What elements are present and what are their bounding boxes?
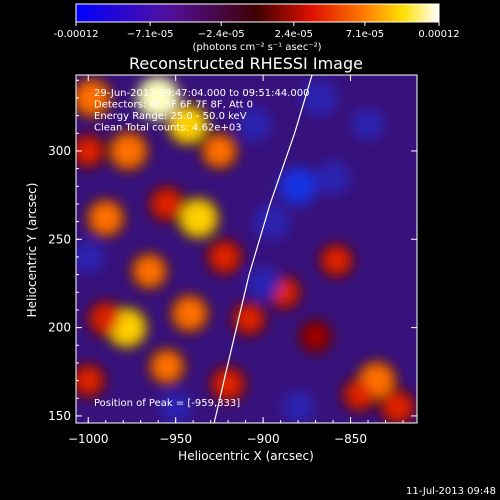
hot-spot bbox=[91, 304, 120, 333]
hot-spot bbox=[346, 381, 373, 408]
colorbar-tick-label: -0.00012 bbox=[54, 29, 99, 40]
x-tick-label: −900 bbox=[247, 432, 280, 446]
cold-spot bbox=[237, 107, 272, 142]
hot-spot bbox=[76, 367, 102, 394]
chart-title: Reconstructed RHESSI Image bbox=[129, 54, 363, 73]
colorbar-tick-label: 0.00012 bbox=[418, 29, 459, 40]
hot-spot bbox=[111, 134, 145, 168]
hot-spot bbox=[90, 202, 122, 234]
x-axis: −1000 −950 −900 −850 bbox=[68, 75, 404, 446]
hot-spot bbox=[76, 137, 102, 165]
cold-spot bbox=[316, 160, 351, 195]
colorbar-ticks: -0.00012 −7.1e-05 −2.4e-05 2.4e-05 7.1e-05 0.… bbox=[54, 22, 460, 40]
hot-spot bbox=[134, 256, 165, 286]
y-axis: 150 200 250 300 bbox=[48, 79, 417, 423]
cold-spot bbox=[159, 391, 192, 423]
hot-spot bbox=[323, 247, 350, 274]
annotation-line: 29-Jun-2013 09:47:04.000 to 09:51:44.000 bbox=[94, 88, 310, 99]
cold-spot bbox=[279, 167, 318, 206]
x-tick-label: −850 bbox=[334, 432, 367, 446]
hot-spot bbox=[303, 324, 328, 349]
y-tick-label: 250 bbox=[48, 232, 71, 246]
colorbar-unit-label: (photons cm⁻² s⁻¹ asec⁻²) bbox=[192, 42, 321, 53]
peak-position-text: Position of Peak = [-959,333] bbox=[94, 398, 240, 409]
cold-spot bbox=[76, 240, 105, 273]
y-tick-label: 300 bbox=[48, 144, 71, 158]
hot-spot bbox=[235, 305, 263, 332]
solar-limb-curve bbox=[213, 75, 313, 423]
annotation-block: 29-Jun-2013 09:47:04.000 to 09:51:44.000… bbox=[94, 88, 310, 134]
cold-spot bbox=[301, 79, 338, 116]
colorbar-tick-label: 7.1e-05 bbox=[346, 29, 384, 40]
hot-spot bbox=[170, 107, 206, 142]
x-axis-label: Heliocentric X (arcsec) bbox=[178, 449, 314, 463]
cold-spot bbox=[253, 203, 290, 240]
x-tick-label: −950 bbox=[159, 432, 192, 446]
hot-spot bbox=[210, 242, 239, 271]
x-tick-label: −1000 bbox=[68, 432, 109, 446]
annotation-line: Detectors: 4F 5F 6F 7F 8F, Att 0 bbox=[94, 100, 253, 111]
hot-spot bbox=[76, 81, 109, 115]
y-axis-label: Heliocentric Y (arcsec) bbox=[25, 183, 39, 318]
hot-spot bbox=[139, 78, 178, 117]
image-layer bbox=[76, 75, 417, 423]
colorbar bbox=[75, 3, 440, 23]
plot-frame bbox=[75, 74, 418, 424]
hot-spot bbox=[174, 297, 206, 330]
colorbar-tick-label: −2.4e-05 bbox=[198, 29, 245, 40]
footer-date: 11-Jul-2013 09:48 bbox=[406, 486, 496, 497]
colorbar-tick-label: 2.4e-05 bbox=[275, 29, 313, 40]
cold-spot bbox=[282, 391, 315, 423]
annotation-line: Clean Total counts: 4.62e+03 bbox=[94, 123, 242, 134]
cold-spot bbox=[352, 108, 385, 141]
y-tick-label: 150 bbox=[48, 409, 71, 423]
hot-spot bbox=[214, 370, 243, 399]
hot-spot bbox=[152, 189, 181, 218]
hot-spot bbox=[383, 393, 412, 422]
cold-spot bbox=[246, 266, 281, 301]
annotation-line: Energy Range: 25.0 - 50.0 keV bbox=[94, 111, 247, 122]
colorbar-tick-label: −7.1e-05 bbox=[127, 29, 174, 40]
hot-spot bbox=[181, 200, 216, 236]
y-tick-label: 200 bbox=[48, 321, 71, 335]
hot-spot bbox=[204, 136, 235, 166]
hot-spot bbox=[152, 351, 182, 382]
